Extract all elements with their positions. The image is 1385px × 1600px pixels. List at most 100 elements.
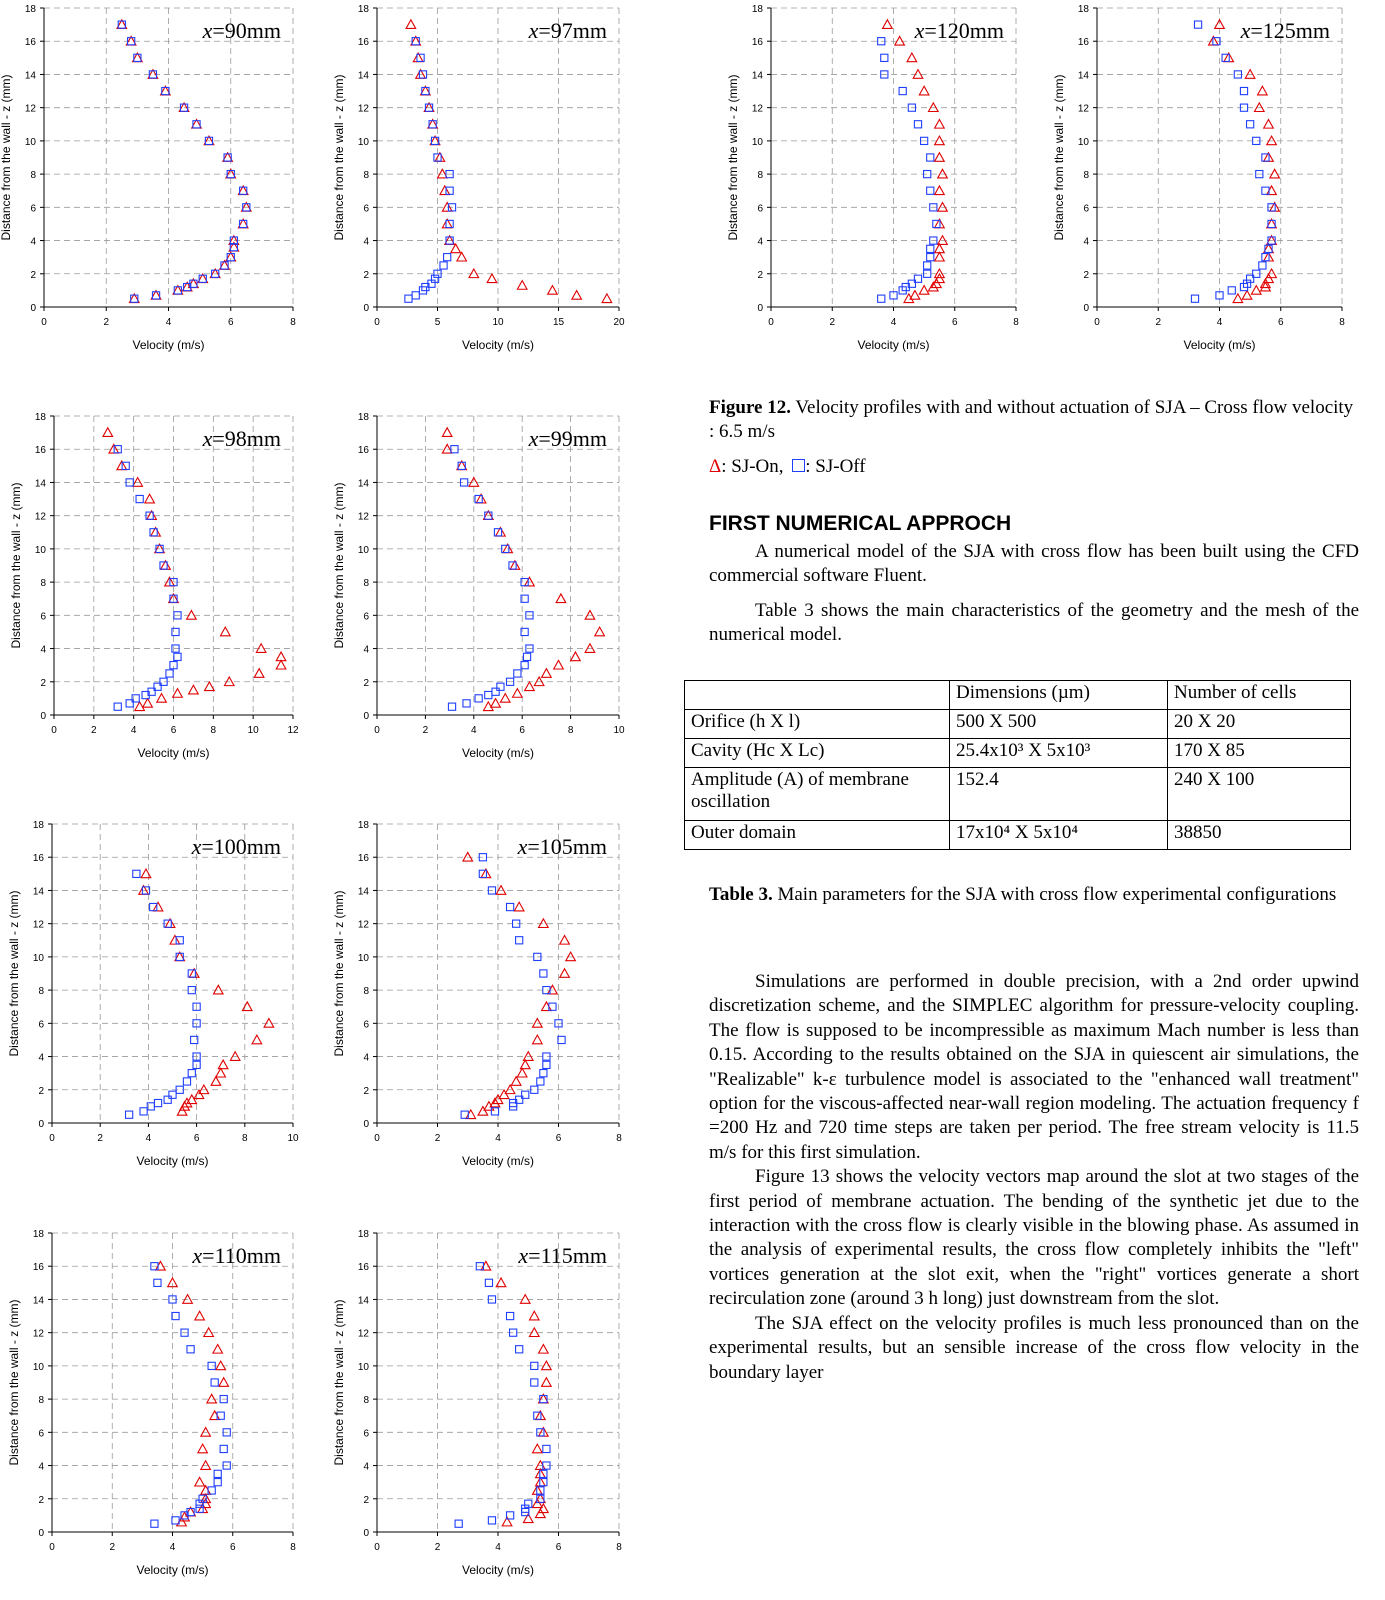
x-tick-label: 8 (242, 1133, 248, 1144)
sj-off-marker (192, 1052, 201, 1061)
x-tick-label: 0 (374, 1133, 380, 1144)
table-cell: 152.4 (949, 767, 1168, 821)
chart-title: x=110mm (191, 1243, 281, 1268)
sj-on-marker (534, 1507, 547, 1519)
sj-off-marker (536, 1494, 545, 1503)
y-axis-label: Distance from the wall - z (mm) (7, 1299, 21, 1465)
y-tick-label: 14 (752, 70, 764, 81)
x-tick-label: 4 (131, 725, 137, 736)
x-tick-label: 2 (829, 317, 835, 328)
y-tick-label: 10 (358, 137, 370, 148)
sj-off-marker (1252, 136, 1261, 146)
sj-off-marker (418, 286, 428, 295)
x-axis-label: Velocity (m/s) (137, 746, 209, 760)
sj-off-marker (505, 1311, 515, 1321)
sj-off-marker (445, 236, 454, 245)
sj-off-marker (151, 291, 161, 300)
y-tick-label: 14 (25, 70, 37, 81)
y-tick-label: 16 (1078, 37, 1090, 48)
table-cell: 170 X 85 (1167, 738, 1351, 768)
sj-off-marker (520, 577, 529, 587)
y-tick-label: 12 (25, 104, 37, 115)
sj-on-marker (483, 1100, 495, 1111)
sj-on-marker (537, 1343, 550, 1354)
sj-on-marker (564, 950, 577, 962)
sj-off-marker (1221, 53, 1230, 62)
table-header-cell: Dimensions (µm) (949, 680, 1168, 710)
chart-title: x=99mm (528, 426, 607, 451)
y-tick-label: 2 (38, 1495, 44, 1506)
sj-on-marker (405, 18, 417, 30)
sj-on-marker (482, 700, 495, 712)
y-tick-label: 16 (35, 445, 47, 456)
sj-off-marker (450, 445, 459, 454)
sj-on-marker (516, 279, 528, 290)
figure-12-caption-text: Velocity profiles with and without actua… (709, 397, 1354, 442)
y-tick-label: 16 (33, 853, 45, 864)
y-tick-label: 10 (25, 137, 37, 148)
sj-on-marker (489, 1097, 501, 1108)
sj-off-marker (484, 690, 493, 700)
x-axis-label: Velocity (m/s) (1183, 338, 1255, 352)
sj-off-marker (1239, 282, 1249, 292)
y-tick-label: 8 (363, 986, 369, 997)
y-axis-label: Distance from the wall - z (mm) (726, 74, 740, 240)
sj-off-marker (539, 1469, 548, 1479)
x-tick-label: 10 (287, 1133, 299, 1144)
y-tick-label: 12 (358, 920, 370, 931)
sj-on-legend-label: : SJ-On, (721, 456, 789, 477)
x-tick-label: 8 (1013, 317, 1019, 328)
sj-on-marker (229, 1050, 241, 1061)
sj-on-marker (1253, 101, 1266, 113)
sj-on-marker (933, 134, 946, 146)
sj-on-marker (439, 184, 451, 196)
sj-off-marker (187, 985, 196, 995)
sj-off-marker (121, 461, 130, 470)
y-axis-label: Distance from the wall - z (mm) (332, 1299, 346, 1465)
sj-on-marker (178, 1511, 191, 1522)
sj-on-marker (531, 1017, 544, 1028)
x-tick-label: 0 (49, 1542, 55, 1553)
sj-off-marker (222, 1428, 231, 1437)
sj-on-marker (187, 684, 200, 695)
x-tick-label: 8 (1339, 317, 1345, 328)
chart-title: x=100mm (191, 834, 281, 859)
sj-off-marker (171, 1516, 180, 1525)
x-tick-label: 0 (374, 317, 380, 328)
sj-off-marker (447, 203, 457, 212)
y-tick-label: 8 (757, 170, 763, 181)
sj-off-marker (533, 952, 542, 962)
sj-on-marker (523, 680, 536, 692)
sj-off-marker (195, 1504, 204, 1513)
y-tick-label: 4 (363, 1462, 369, 1473)
sj-off-marker (525, 611, 534, 620)
chart-title: x=115mm (517, 1243, 607, 1268)
table-3: Dimensions (µm) Number of cells Orifice … (684, 680, 1351, 850)
sj-off-marker (929, 203, 938, 212)
y-tick-label: 10 (1078, 137, 1090, 148)
sj-on-marker (933, 272, 946, 284)
y-tick-label: 4 (363, 1053, 369, 1064)
sj-off-marker (487, 1516, 497, 1525)
sj-on-marker (936, 201, 949, 212)
x-tick-label: 4 (170, 1542, 176, 1553)
sj-off-marker (124, 1110, 134, 1119)
sj-on-marker (202, 1326, 215, 1338)
sj-on-marker (531, 1443, 544, 1454)
sj-off-marker (487, 1295, 497, 1304)
sj-on-marker (918, 284, 930, 295)
sj-off-marker (113, 445, 122, 454)
sj-off-marker (926, 153, 935, 162)
table-3-caption-label: Table 3. (709, 884, 773, 905)
sj-off-marker (187, 1069, 196, 1078)
sj-off-marker (548, 1002, 557, 1011)
table-cell: Outer domain (684, 820, 950, 850)
sj-on-marker (193, 1476, 206, 1487)
sj-off-marker (130, 294, 139, 303)
sj-off-marker (1193, 20, 1203, 29)
y-tick-label: 8 (363, 170, 369, 181)
y-tick-label: 18 (25, 4, 37, 15)
sj-off-marker (171, 1311, 180, 1321)
sj-off-marker (484, 1278, 494, 1287)
sj-on-marker (176, 1105, 188, 1116)
